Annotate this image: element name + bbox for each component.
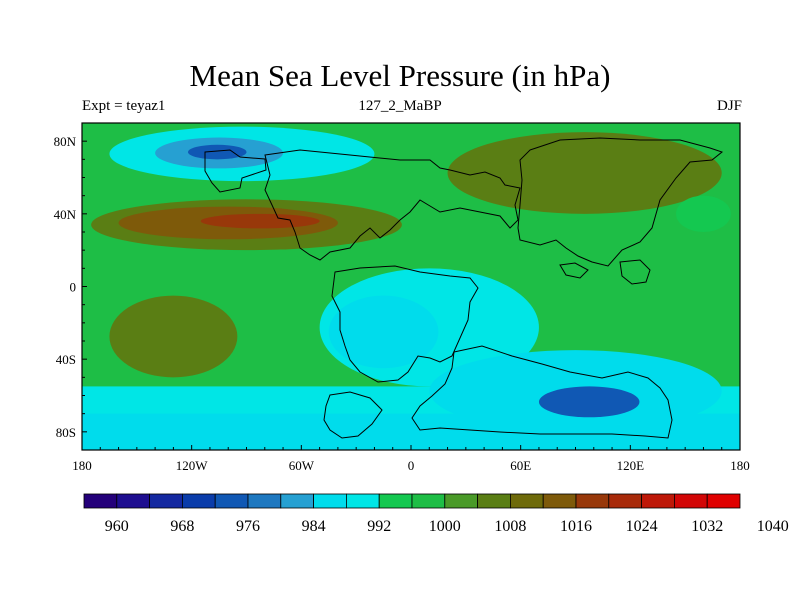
pressure-regions: [82, 126, 740, 450]
x-tick-label: 0: [408, 458, 415, 473]
colorbar-swatch: [378, 493, 413, 509]
pressure-region-asian-high: [447, 132, 722, 214]
colorbar-swatch: [214, 493, 249, 509]
paleo-coastlines: [204, 137, 724, 439]
season-label: DJF: [716, 98, 742, 114]
colorbar-label: 1000: [429, 518, 461, 535]
x-tick-label: 180: [72, 458, 92, 473]
colorbar-label: 1008: [494, 518, 526, 535]
colorbar-swatch: [149, 493, 183, 509]
colorbar-swatch: [345, 493, 380, 509]
colorbar-label: 1032: [691, 518, 723, 535]
colorbar-label: 992: [367, 518, 391, 535]
pressure-region-southern-low-core: [538, 386, 640, 418]
pressure-region-subtropical-high-north-core: [200, 213, 320, 229]
colorbar-label: 1040: [757, 518, 789, 535]
colorbar-swatch: [641, 493, 675, 509]
y-tick-label: 80N: [54, 134, 77, 149]
colorbar-label: 1024: [626, 518, 658, 535]
y-axis: 80N 40N 0 40S 80S: [54, 134, 87, 440]
colorbar-swatch: [444, 493, 478, 509]
colorbar-label: 976: [236, 518, 260, 535]
colorbar-label: 960: [105, 518, 129, 535]
colorbar-swatch: [280, 493, 314, 509]
colorbar-swatch: [313, 493, 347, 509]
time-period-label: 127_2_MaBP: [358, 98, 442, 114]
contour-field: [82, 123, 740, 450]
colorbar-swatch: [411, 493, 446, 509]
x-tick-label: 60W: [289, 458, 315, 473]
colorbar-swatch: [608, 493, 642, 509]
colorbar-label: 968: [170, 518, 194, 535]
colorbar-label: 1016: [560, 518, 592, 535]
pressure-region-gondwana-low-inner: [328, 295, 439, 369]
y-tick-label: 0: [70, 280, 77, 295]
colorbar-swatch: [477, 493, 511, 509]
colorbar-swatch: [706, 493, 741, 509]
pressure-region-south-pacific-high: [109, 295, 238, 378]
x-tick-label: 120E: [617, 458, 645, 473]
colorbar-swatch: [542, 493, 577, 509]
colorbar-swatch: [674, 493, 708, 509]
y-tick-label: 40N: [54, 207, 77, 222]
colorbar-swatch: [116, 493, 151, 509]
colorbar-label: 984: [302, 518, 326, 535]
x-tick-label: 180: [730, 458, 750, 473]
colorbar: 960 968 976 984 992 1000 1008 1016 1024 1032 1040: [83, 493, 789, 535]
colorbar-swatch: [83, 493, 118, 509]
plot-title: Mean Sea Level Pressure (in hPa): [189, 58, 611, 93]
colorbar-swatch: [509, 493, 544, 509]
pressure-region-northeast-pacific-low: [676, 195, 731, 232]
x-tick-label: 60E: [510, 458, 531, 473]
y-tick-label: 40S: [56, 352, 76, 367]
x-axis: 180 120W 60W 0 60E 120E 180: [72, 445, 750, 473]
colorbar-swatch: [575, 493, 610, 509]
experiment-label: Expt = teyaz1: [82, 98, 166, 114]
x-tick-label: 120W: [176, 458, 209, 473]
pressure-region-north-low-core: [188, 144, 247, 160]
y-tick-label: 80S: [56, 425, 76, 440]
colorbar-swatch: [181, 493, 216, 509]
colorbar-swatch: [247, 493, 282, 509]
